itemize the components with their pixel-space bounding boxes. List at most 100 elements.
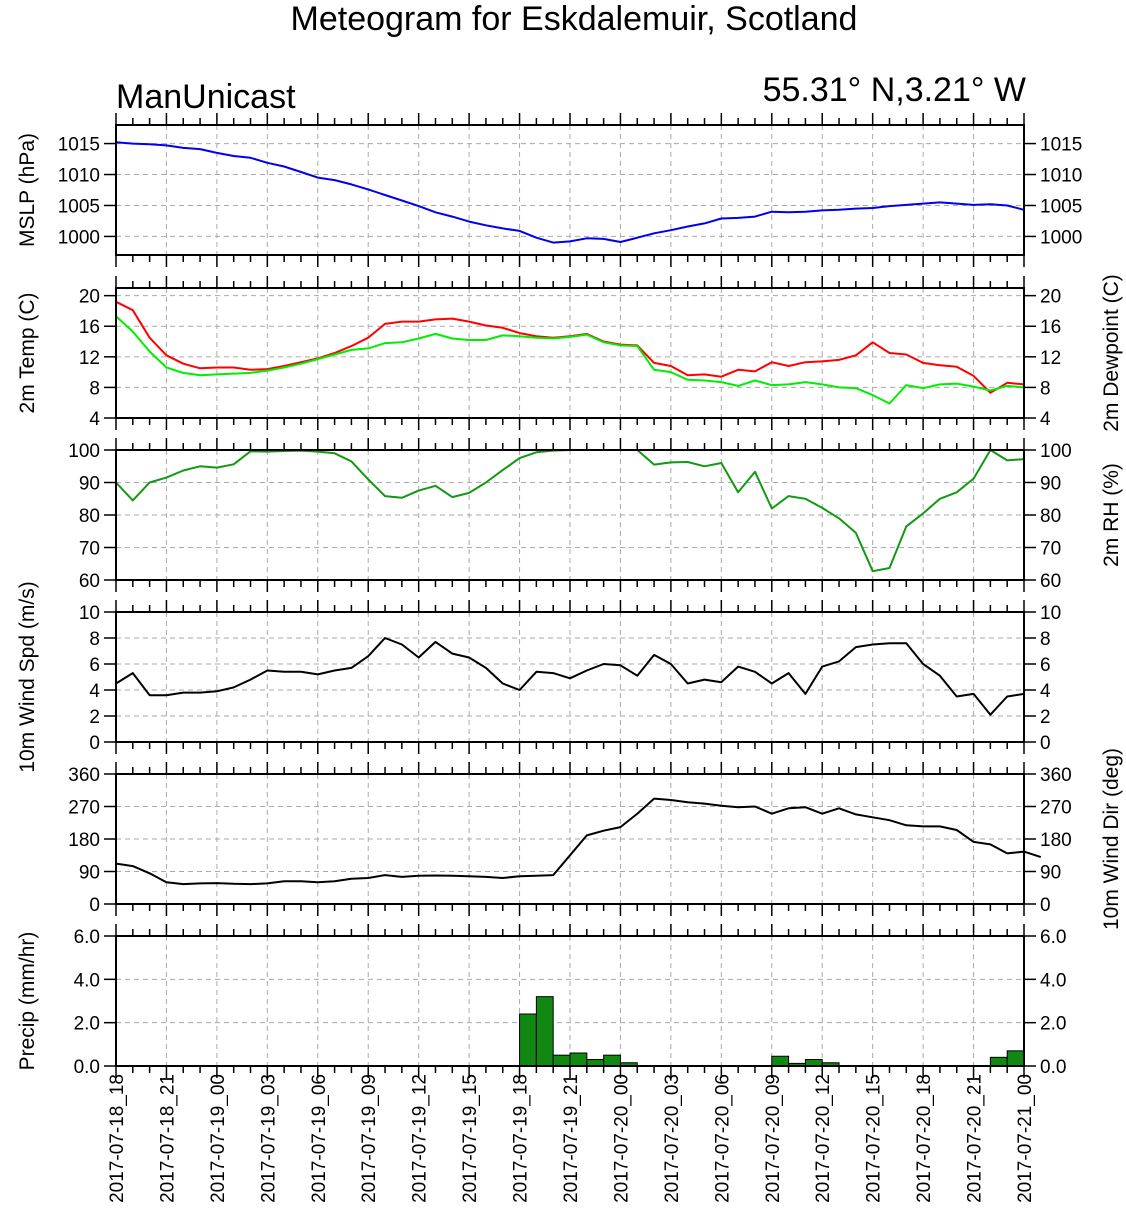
x-tick-label: 2017-07-18_21 xyxy=(157,1074,178,1203)
y-tick-label-right: 60 xyxy=(1040,571,1061,592)
y-tick-label-right: 1010 xyxy=(1040,166,1082,187)
y-tick-label-right: 2 xyxy=(1040,707,1051,728)
y-tick-label-left: 90 xyxy=(79,863,100,884)
y-tick-label-right: 100 xyxy=(1040,441,1072,462)
panel-4: 0 0 2 2 4 4 6 6 8 8 10 10 10m Wind Spd (m/s) xyxy=(16,581,1061,772)
x-tick-label: 2017-07-20_09 xyxy=(763,1074,784,1203)
y-tick-label-left: 10 xyxy=(79,603,100,624)
y-tick-label-right: 1005 xyxy=(1040,196,1082,217)
panel-6: 0.0 0.0 2.0 2.0 4.0 4.0 6.0 6.0 Precip (mm/hr) xyxy=(16,924,1066,1078)
time-axis-labels: 2017-07-18_18 2017-07-18_21 2017-07-19_00 2… xyxy=(107,1074,1036,1203)
y-tick-label-left: 6.0 xyxy=(74,927,100,948)
y-tick-label-left: 1000 xyxy=(58,227,100,248)
location-label: 55.31° N,3.21° W xyxy=(763,71,1026,109)
y-tick-label-left: 1015 xyxy=(58,135,100,156)
y-tick-label-right: 180 xyxy=(1040,830,1072,851)
y-axis-title-right: 10m Wind Dir (deg) xyxy=(1100,748,1123,930)
x-tick-label: 2017-07-20_06 xyxy=(712,1074,733,1203)
precip-bar xyxy=(771,1055,790,1067)
y-tick-label-left: 16 xyxy=(79,317,100,338)
y-axis-title-right: 2m Dewpoint (C) xyxy=(1100,274,1123,432)
y-tick-label-left: 8 xyxy=(89,629,100,650)
y-tick-label-right: 80 xyxy=(1040,506,1061,527)
panel-3: 60 60 70 70 80 80 90 90 100 100 2m RH (%) xyxy=(68,438,1123,592)
x-tick-label: 2017-07-19_12 xyxy=(410,1074,431,1203)
panel-1: 1000 1000 1005 1005 1010 1010 1015 1015 MSLP (hP… xyxy=(16,113,1082,267)
x-tick-label: 2017-07-19_15 xyxy=(460,1074,481,1203)
y-tick-label-left: 100 xyxy=(68,441,100,462)
y-tick-label-right: 16 xyxy=(1040,317,1061,338)
chart-title: Meteogram for Eskdalemuir, Scotland xyxy=(291,0,858,38)
y-tick-label-right: 4 xyxy=(1040,409,1051,430)
y-axis-title-left: 2m Temp (C) xyxy=(16,293,39,414)
y-axis-title-right: 2m RH (%) xyxy=(1100,463,1123,567)
y-tick-label-right: 2.0 xyxy=(1040,1014,1066,1035)
y-tick-label-right: 90 xyxy=(1040,474,1061,495)
y-tick-label-left: 1010 xyxy=(58,166,100,187)
y-tick-label-right: 8 xyxy=(1040,378,1051,399)
y-tick-label-right: 0 xyxy=(1040,895,1051,916)
y-tick-label-left: 360 xyxy=(68,765,100,786)
panel-2: 4 4 8 8 12 12 16 16 20 20 2m Temp (C) 2m Dewpoint (… xyxy=(16,274,1123,432)
panel-5: 0 0 90 90 180 180 270 270 360 360 10m Wind Dir (de… xyxy=(68,748,1123,930)
precip-bar xyxy=(989,1056,1008,1067)
precip-bar xyxy=(535,996,554,1067)
y-tick-label-right: 20 xyxy=(1040,287,1061,308)
x-tick-label: 2017-07-20_00 xyxy=(611,1074,632,1203)
y-tick-label-left: 1005 xyxy=(58,196,100,217)
y-tick-label-left: 4.0 xyxy=(74,970,100,991)
x-tick-label: 2017-07-18_18 xyxy=(107,1074,128,1203)
x-tick-label: 2017-07-20_15 xyxy=(864,1074,885,1203)
y-tick-label-left: 2 xyxy=(89,707,100,728)
y-tick-label-right: 12 xyxy=(1040,348,1061,369)
y-tick-label-right: 8 xyxy=(1040,629,1051,650)
y-tick-label-right: 0 xyxy=(1040,733,1051,754)
y-tick-label-left: 4 xyxy=(89,681,100,702)
y-tick-label-right: 6.0 xyxy=(1040,927,1066,948)
y-tick-label-left: 90 xyxy=(79,474,100,495)
series-line-2 xyxy=(115,315,1025,405)
y-tick-label-right: 4.0 xyxy=(1040,970,1066,991)
model-label: ManUnicast xyxy=(116,78,296,116)
y-tick-label-right: 70 xyxy=(1040,539,1061,560)
y-tick-label-left: 20 xyxy=(79,287,100,308)
y-axis-title-left: 10m Wind Spd (m/s) xyxy=(16,581,39,772)
y-tick-label-right: 4 xyxy=(1040,681,1051,702)
x-tick-label: 2017-07-19_21 xyxy=(561,1074,582,1203)
x-tick-label: 2017-07-20_03 xyxy=(662,1074,683,1203)
x-tick-label: 2017-07-19_09 xyxy=(359,1074,380,1203)
y-axis-title-left: MSLP (hPa) xyxy=(16,133,39,247)
y-tick-label-right: 270 xyxy=(1040,798,1072,819)
y-tick-label-right: 360 xyxy=(1040,765,1072,786)
y-tick-label-left: 0.0 xyxy=(74,1057,100,1078)
y-tick-label-right: 1000 xyxy=(1040,227,1082,248)
precip-bar xyxy=(1006,1050,1025,1067)
y-tick-label-left: 2.0 xyxy=(74,1014,100,1035)
x-tick-label: 2017-07-19_03 xyxy=(258,1074,279,1203)
precip-bar xyxy=(569,1052,588,1067)
x-tick-label: 2017-07-19_18 xyxy=(511,1074,532,1203)
precip-bar xyxy=(519,1013,537,1067)
y-tick-label-right: 6 xyxy=(1040,655,1051,676)
y-tick-label-right: 90 xyxy=(1040,863,1061,884)
series-line-1 xyxy=(115,637,1025,716)
y-tick-label-right: 0.0 xyxy=(1040,1057,1066,1078)
x-tick-label: 2017-07-20_18 xyxy=(914,1074,935,1203)
y-tick-label-left: 60 xyxy=(79,571,100,592)
y-axis-title-left: Precip (mm/hr) xyxy=(16,932,39,1071)
x-tick-label: 2017-07-20_12 xyxy=(813,1074,834,1203)
x-tick-label: 2017-07-19_06 xyxy=(309,1074,330,1203)
series-line-1 xyxy=(115,141,1025,244)
y-tick-label-left: 0 xyxy=(89,733,100,754)
y-tick-label-left: 4 xyxy=(89,409,100,430)
y-tick-label-left: 80 xyxy=(79,506,100,527)
y-tick-label-left: 8 xyxy=(89,378,100,399)
y-tick-label-left: 180 xyxy=(68,830,100,851)
y-tick-label-left: 0 xyxy=(89,895,100,916)
y-tick-label-right: 1015 xyxy=(1040,135,1082,156)
y-tick-label-left: 6 xyxy=(89,655,100,676)
precip-bar xyxy=(603,1054,621,1067)
series-line-1 xyxy=(115,797,1042,886)
